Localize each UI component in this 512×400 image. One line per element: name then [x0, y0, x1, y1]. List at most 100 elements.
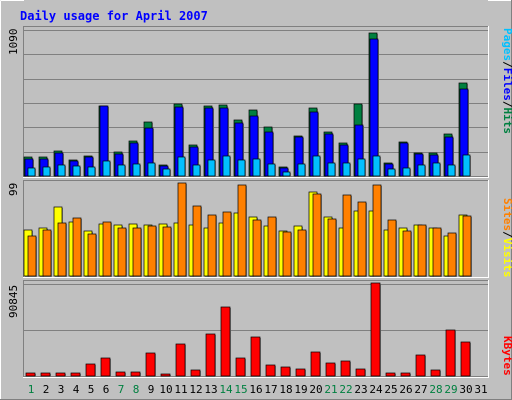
pages-bar [72, 165, 81, 177]
day-label: 17 [264, 383, 277, 396]
day-label: 21 [324, 383, 337, 396]
pages-bar [447, 164, 456, 177]
day-label: 22 [339, 383, 352, 396]
day-label: 26 [399, 383, 412, 396]
kbytes-bar [445, 329, 456, 377]
pages-bar [117, 164, 126, 177]
day-label: 18 [279, 383, 292, 396]
kbytes-bar [115, 371, 126, 377]
day-label: 31 [474, 383, 487, 396]
sites-bar [192, 205, 202, 277]
kbytes-bar [160, 373, 171, 377]
sites-bar [402, 230, 412, 277]
kbytes-bar [25, 372, 36, 377]
kbytes-bar [220, 306, 231, 377]
top-ymax-label: 1090 [7, 29, 20, 56]
pages-bar [357, 158, 366, 177]
sites-bar [177, 182, 187, 277]
mid-legend: Sites/Visits [501, 198, 512, 278]
kbytes-bar [460, 341, 471, 377]
kbytes-bar [265, 364, 276, 377]
kbytes-bar [175, 343, 186, 377]
kbytes-bar [310, 351, 321, 377]
day-label: 27 [414, 383, 427, 396]
day-label: 25 [384, 383, 397, 396]
sites-bar [87, 233, 97, 277]
bot-ymax-label: 90845 [7, 285, 20, 318]
kbytes-bar [100, 357, 111, 377]
sites-bar [387, 219, 397, 277]
legend-hits: Hits [501, 108, 512, 135]
pages-bar [207, 159, 216, 177]
kbytes-bar [385, 372, 396, 377]
sites-bar [57, 222, 67, 277]
sites-bar [147, 225, 157, 277]
day-label: 8 [133, 383, 140, 396]
pages-bar [417, 164, 426, 177]
sites-bar [432, 227, 442, 277]
day-label: 20 [309, 383, 322, 396]
bot-legend: KBytes [501, 336, 512, 376]
kbytes-bar [295, 368, 306, 377]
sites-bar [27, 235, 37, 277]
sites-bar [207, 214, 217, 277]
kbytes-bar [40, 372, 51, 377]
day-label: 13 [204, 383, 217, 396]
kbytes-bar [70, 372, 81, 377]
pages-bar [387, 168, 396, 177]
sites-bar [162, 226, 172, 277]
sites-bar [132, 227, 142, 277]
pages-bar [177, 156, 186, 177]
day-label: 1 [28, 383, 35, 396]
sites-bar [417, 224, 427, 277]
pages-bar [327, 162, 336, 177]
pages-bar [192, 164, 201, 177]
kbytes-bar [355, 368, 366, 377]
day-label: 2 [43, 383, 50, 396]
pages-bar [312, 155, 321, 177]
day-label: 15 [234, 383, 247, 396]
sites-bar [312, 193, 322, 277]
day-label: 19 [294, 383, 307, 396]
sites-bar [462, 215, 472, 277]
kbytes-bar [250, 336, 261, 377]
sites-bar [327, 218, 337, 277]
sites-bar [267, 216, 277, 277]
sites-bar [372, 184, 382, 277]
sites-bar [447, 232, 457, 277]
legend-visits: Visits [501, 238, 512, 278]
sites-bar [282, 231, 292, 277]
pages-bar [42, 166, 51, 177]
sites-bar [357, 201, 367, 277]
hits-files-pages-panel [23, 26, 489, 178]
sites-visits-panel [23, 0, 489, 278]
kbytes-bar [190, 369, 201, 377]
kbytes-panel [23, 280, 489, 378]
sites-bar [72, 217, 82, 277]
legend-files: Files [501, 68, 512, 101]
day-label: 7 [118, 383, 125, 396]
legend-pages: Pages [501, 28, 512, 61]
day-label: 10 [159, 383, 172, 396]
day-label: 28 [429, 383, 442, 396]
kbytes-bar [430, 369, 441, 377]
day-axis-labels: 1 2 3 4 5 6 7 8 9 10 11 12 13 14 15 16 17 18 19 20 21 22 23 24 2… [28, 383, 488, 396]
day-label: 9 [148, 383, 155, 396]
kbytes-bar [85, 363, 96, 377]
sites-bar [237, 184, 247, 277]
kbytes-bar [55, 372, 66, 377]
pages-bar [342, 162, 351, 177]
pages-bar [132, 163, 141, 177]
day-label: 23 [354, 383, 367, 396]
pages-bar [462, 154, 471, 177]
day-label: 30 [459, 383, 472, 396]
kbytes-bar [370, 282, 381, 377]
day-label: 6 [103, 383, 110, 396]
pages-bar [102, 160, 111, 177]
kbytes-bar [235, 357, 246, 377]
day-label: 4 [73, 383, 80, 396]
kbytes-bar [280, 366, 291, 377]
legend-kbytes: KBytes [501, 336, 512, 376]
kbytes-bar [400, 372, 411, 377]
